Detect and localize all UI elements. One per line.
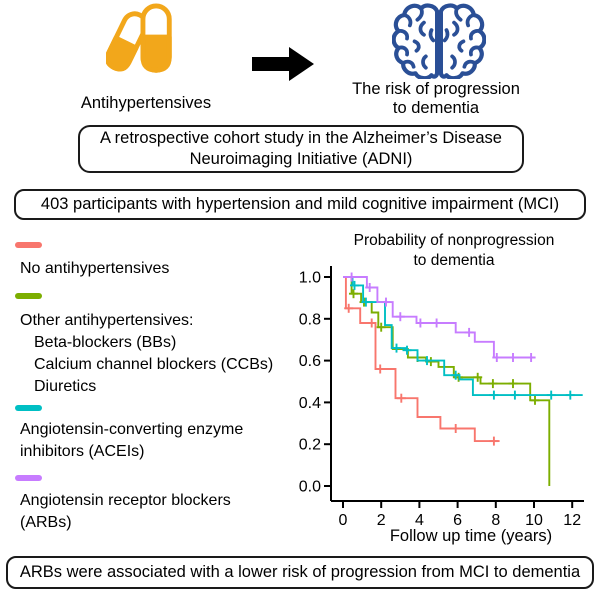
censor-mark-arb	[381, 297, 391, 307]
y-tick-label: 0.4	[299, 395, 321, 412]
x-tick-label: 6	[453, 512, 462, 529]
censor-mark-acei	[565, 390, 575, 400]
censor-mark-none	[451, 424, 461, 433]
legend-label-line: Other antihypertensives:	[20, 312, 194, 329]
exposure-label: Antihypertensives	[80, 94, 212, 112]
legend-swatch-arb	[15, 475, 42, 481]
arrow-right-icon	[252, 47, 314, 81]
censor-mark-acei	[392, 343, 401, 353]
x-axis-label: Follow up time (years)	[390, 527, 552, 545]
participants-text: 403 participants with hypertension and m…	[40, 195, 560, 213]
censor-mark-acei	[510, 390, 520, 400]
legend-swatch-other	[15, 293, 42, 299]
y-tick-label: 1.0	[299, 270, 321, 287]
legend-label-line: (ARBs)	[20, 514, 72, 531]
km-chart: 1.0 0.8 0.6 0.4 0.2 0.0 0 2 4 6 8 10 12 Probability o…	[299, 232, 584, 545]
legend-label-line: inhibitors (ACEIs)	[20, 443, 145, 460]
x-tick-label: 0	[339, 512, 348, 529]
y-tick-label: 0.0	[299, 479, 321, 496]
x-tick-label: 2	[377, 512, 386, 529]
study-box-line2: Neuroimaging Initiative (ADNI)	[189, 150, 413, 168]
censor-mark-acei	[422, 356, 432, 366]
censor-mark-arb	[347, 272, 357, 282]
legend-label-line: No antihypertensives	[20, 260, 170, 277]
censor-mark-other	[349, 289, 358, 299]
censor-mark-acei	[361, 297, 371, 307]
x-tick-label: 8	[491, 512, 500, 529]
x-tick-label: 10	[525, 512, 543, 529]
chart-title: to dementia	[414, 252, 495, 269]
legend-label-line: Angiotensin-converting enzyme	[20, 421, 244, 438]
legend-swatch-none	[15, 242, 42, 248]
censor-mark-none	[367, 318, 377, 328]
brain-icon	[392, 0, 486, 79]
censor-mark-none	[344, 303, 354, 313]
censor-mark-other	[488, 379, 498, 389]
legend-label-other: Other antihypertensives: Beta-blockers (B…	[20, 310, 273, 398]
censor-mark-acei	[402, 345, 412, 355]
censor-mark-arb	[508, 353, 518, 362]
censor-mark-acei	[350, 280, 359, 290]
study-box-line1: A retrospective cohort study in the Alzh…	[99, 129, 502, 147]
censor-mark-acei	[489, 390, 499, 400]
y-tick-label: 0.6	[299, 353, 321, 370]
censor-mark-arb	[464, 327, 474, 337]
censor-mark-none	[396, 393, 406, 403]
pills-icon	[106, 3, 172, 73]
km-curve-arb	[343, 276, 535, 359]
y-tick-label: 0.8	[299, 311, 321, 328]
study-box: A retrospective cohort study in the Alzh…	[78, 125, 524, 173]
censor-mark-arb	[395, 312, 405, 322]
censor-mark-none	[375, 364, 385, 374]
conclusion-box: ARBs were associated with a lower risk o…	[6, 556, 594, 589]
legend: No antihypertensives Other antihypertensi…	[14, 236, 314, 546]
censor-mark-acei	[546, 390, 556, 400]
outcome-label: The risk of progression to dementia	[336, 80, 536, 118]
legend-label-line: Beta-blockers (BBs)	[34, 334, 177, 351]
conclusion-text: ARBs were associated with a lower risk o…	[19, 563, 581, 581]
legend-label-acei: Angiotensin-converting enzyme inhibitors …	[20, 419, 243, 463]
legend-label-line: Diuretics	[34, 378, 97, 395]
outcome-label-line1: The risk of progression	[352, 80, 520, 98]
legend-label-line: Angiotensin receptor blockers	[20, 492, 231, 509]
legend-label-arb: Angiotensin receptor blockers (ARBs)	[20, 490, 231, 534]
censor-mark-arb	[432, 318, 442, 328]
censor-mark-acei	[451, 370, 461, 380]
censor-mark-arb	[526, 353, 536, 362]
x-tick-label: 12	[563, 512, 581, 529]
outcome-label-line2: to dementia	[392, 99, 480, 117]
censor-mark-other	[530, 395, 540, 405]
legend-label-none: No antihypertensives	[20, 258, 169, 280]
legend-label-line: Calcium channel blockers (CCBs)	[34, 356, 274, 373]
x-tick-label: 4	[415, 512, 424, 529]
censor-mark-none	[489, 436, 499, 446]
censor-mark-arb	[365, 283, 375, 292]
censor-mark-other	[508, 379, 518, 389]
chart-title: Probability of nonprogression	[354, 232, 555, 249]
censor-mark-other	[473, 372, 483, 382]
participants-box: 403 participants with hypertension and m…	[14, 189, 586, 220]
y-tick-label: 0.2	[299, 437, 321, 454]
censor-mark-other	[376, 322, 386, 332]
censor-mark-arb	[415, 318, 425, 328]
km-curve-acei	[343, 276, 583, 397]
censor-mark-arb	[492, 353, 502, 362]
km-curve-other	[343, 276, 551, 486]
legend-swatch-acei	[15, 405, 42, 411]
